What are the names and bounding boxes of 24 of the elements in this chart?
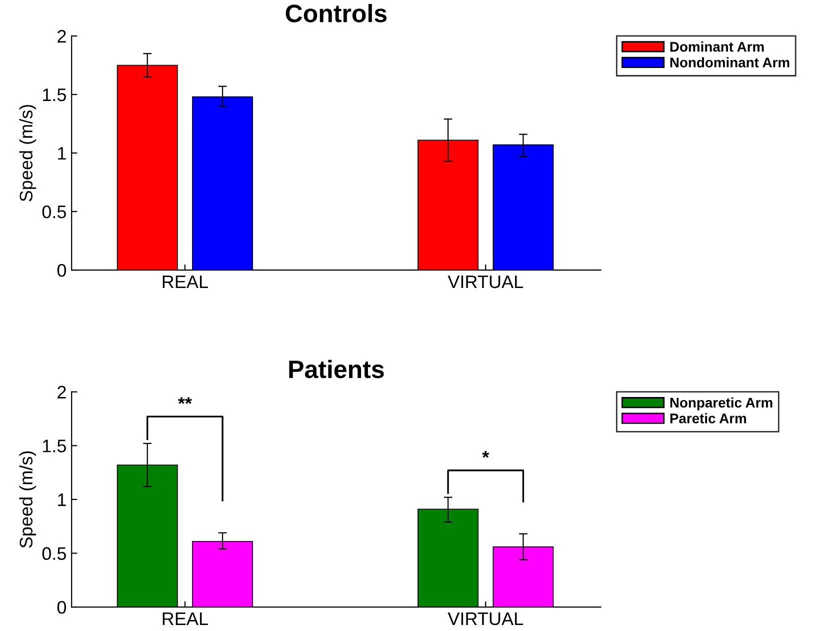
y-tick-label: 2 xyxy=(58,30,66,43)
y-tick-label: 0 xyxy=(57,600,66,614)
y-tick-label: 1.5 xyxy=(43,440,66,452)
y-tick-label: 0.5 xyxy=(42,547,66,560)
annotation: * xyxy=(482,450,490,458)
y-tick-label: 1 xyxy=(58,494,66,506)
y-tick-label: 1.5 xyxy=(43,88,66,102)
y-axis-title: Speed (m/s) xyxy=(19,104,36,202)
y-tick-label: 0.5 xyxy=(42,205,66,218)
legend-label: Nondominant Arm xyxy=(670,57,790,68)
x-tick-label: VIRTUAL xyxy=(448,612,523,626)
legend-label: Nonparetic Arm xyxy=(670,397,772,410)
x-tick-label: REAL xyxy=(162,612,208,625)
x-tick-label: VIRTUAL xyxy=(448,276,523,288)
y-axis-title: Speed (m/s) xyxy=(19,451,36,548)
chart-title: Patients xyxy=(289,360,384,378)
legend-label: Paretic Arm xyxy=(670,413,746,424)
y-tick-label: 0 xyxy=(57,264,66,277)
annotation: ** xyxy=(178,397,192,404)
legend-label: Dominant Arm xyxy=(670,42,764,52)
chart-title: Controls xyxy=(286,4,387,22)
y-tick-label: 2 xyxy=(58,386,66,398)
x-tick-label: REAL xyxy=(162,276,208,288)
y-tick-label: 1 xyxy=(58,147,66,160)
